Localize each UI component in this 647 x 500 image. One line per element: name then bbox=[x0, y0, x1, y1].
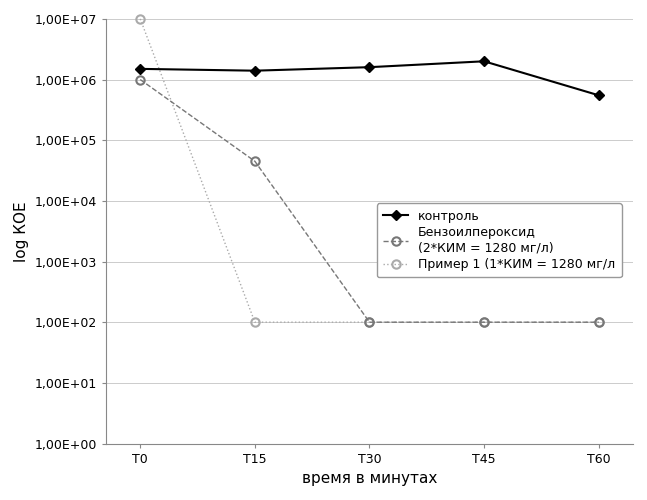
контроль bbox=[137, 66, 144, 72]
Пример 1 (1*КИМ = 1280 мг/л bbox=[251, 319, 259, 325]
контроль bbox=[366, 64, 373, 70]
Бензоилпероксид
(2*КИМ = 1280 мг/л) bbox=[595, 319, 602, 325]
Line: Пример 1 (1*КИМ = 1280 мг/л: Пример 1 (1*КИМ = 1280 мг/л bbox=[136, 14, 603, 326]
контроль bbox=[595, 92, 602, 98]
Бензоилпероксид
(2*КИМ = 1280 мг/л) bbox=[480, 319, 488, 325]
контроль bbox=[251, 68, 259, 73]
Legend: контроль, Бензоилпероксид
(2*КИМ = 1280 мг/л), Пример 1 (1*КИМ = 1280 мг/л: контроль, Бензоилпероксид (2*КИМ = 1280 … bbox=[377, 204, 622, 278]
Бензоилпероксид
(2*КИМ = 1280 мг/л) bbox=[366, 319, 373, 325]
Пример 1 (1*КИМ = 1280 мг/л bbox=[366, 319, 373, 325]
Пример 1 (1*КИМ = 1280 мг/л bbox=[480, 319, 488, 325]
Бензоилпероксид
(2*КИМ = 1280 мг/л) bbox=[137, 76, 144, 82]
Line: контроль: контроль bbox=[137, 58, 602, 99]
Y-axis label: log КОЕ: log КОЕ bbox=[14, 201, 29, 262]
Пример 1 (1*КИМ = 1280 мг/л bbox=[137, 16, 144, 22]
контроль bbox=[480, 58, 488, 64]
Пример 1 (1*КИМ = 1280 мг/л bbox=[595, 319, 602, 325]
Бензоилпероксид
(2*КИМ = 1280 мг/л) bbox=[251, 158, 259, 164]
X-axis label: время в минутах: время в минутах bbox=[302, 471, 437, 486]
Line: Бензоилпероксид
(2*КИМ = 1280 мг/л): Бензоилпероксид (2*КИМ = 1280 мг/л) bbox=[136, 76, 603, 326]
